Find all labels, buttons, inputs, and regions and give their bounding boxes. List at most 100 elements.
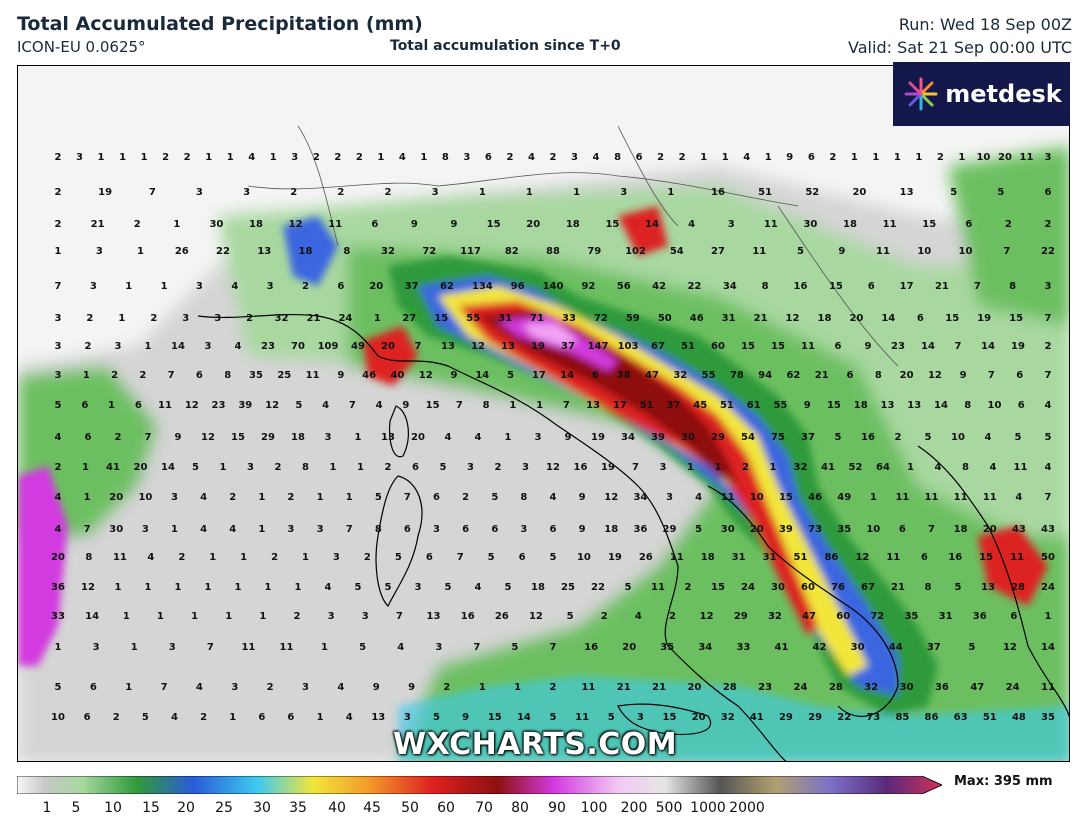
precip-value-label: 55 (466, 313, 480, 324)
precip-value-label: 7 (473, 642, 480, 653)
scale-tick-label: 90 (548, 800, 566, 816)
precip-value-label: 30 (900, 682, 914, 693)
precip-value-label: 1 (479, 187, 486, 198)
precip-value-label: 2 (334, 152, 341, 163)
precip-value-label: 22 (687, 281, 701, 292)
precip-value-label: 2 (134, 219, 141, 230)
precip-value-label: 8 (925, 582, 932, 593)
precip-value-label: 3 (325, 432, 332, 443)
precip-value-label: 49 (837, 492, 851, 503)
precip-value-label: 2 (679, 152, 686, 163)
precip-value-label: 14 (1041, 642, 1055, 653)
precip-value-label: 1 (851, 152, 858, 163)
precip-value-label: 31 (763, 552, 777, 563)
precip-value-label: 29 (711, 432, 725, 443)
precip-value-label: 29 (734, 611, 748, 622)
precip-value-label: 18 (954, 524, 968, 535)
precip-value-label: 5 (968, 642, 975, 653)
precip-value-label: 51 (983, 712, 997, 723)
precip-value-label: 3 (432, 187, 439, 198)
precip-value-label: 13 (881, 400, 895, 411)
precip-value-label: 10 (866, 524, 880, 535)
precip-value-label: 1 (123, 611, 130, 622)
precip-value-label: 20 (51, 552, 65, 563)
precip-value-label: 19 (977, 313, 991, 324)
precip-value-label: 44 (889, 642, 903, 653)
precip-value-label: 13 (501, 341, 515, 352)
precip-value-label: 33 (562, 313, 576, 324)
precip-value-label: 5 (55, 400, 62, 411)
precip-value-label: 5 (608, 712, 615, 723)
precip-value-label: 2 (601, 611, 608, 622)
precip-value-label: 2 (162, 152, 169, 163)
precip-value-label: 3 (55, 341, 62, 352)
precip-value-label: 14 (171, 341, 185, 352)
precip-value-label: 12 (604, 492, 618, 503)
precip-value-label: 7 (1045, 313, 1052, 324)
precip-value-label: 9 (462, 712, 469, 723)
precip-value-label: 8 (302, 462, 309, 473)
run-time: Run: Wed 18 Sep 00Z (898, 15, 1072, 34)
precip-value-label: 20 (852, 187, 866, 198)
precip-value-label: 1 (205, 152, 212, 163)
precip-value-label: 23 (891, 341, 905, 352)
scale-tick-label: 10 (104, 800, 122, 816)
precip-value-label: 15 (434, 313, 448, 324)
precip-value-label: 2 (685, 582, 692, 593)
precip-value-label: 37 (801, 432, 815, 443)
precip-value-label: 4 (935, 462, 942, 473)
scale-tick-label: 40 (328, 800, 346, 816)
precip-value-label: 7 (145, 432, 152, 443)
precip-value-label: 11 (801, 341, 815, 352)
precip-value-label: 37 (561, 341, 575, 352)
precip-value-label: 14 (560, 370, 574, 381)
precip-value-label: 1 (536, 400, 543, 411)
precip-value-label: 1 (55, 642, 62, 653)
precip-value-label: 4 (235, 341, 242, 352)
precip-value-label: 2 (356, 152, 363, 163)
precip-value-label: 4 (325, 582, 332, 593)
precip-value-label: 12 (529, 611, 543, 622)
precip-value-label: 7 (84, 524, 91, 535)
precip-value-label: 35 (837, 524, 851, 535)
precip-value-label: 5 (625, 582, 632, 593)
precip-value-label: 17 (900, 281, 914, 292)
precip-value-label: 4 (55, 432, 62, 443)
precip-value-label: 15 (779, 492, 793, 503)
precip-value-label: 8 (962, 462, 969, 473)
precip-value-label: 41 (106, 462, 120, 473)
precip-value-label: 54 (670, 246, 684, 257)
precip-value-label: 3 (620, 187, 627, 198)
precip-value-label: 7 (988, 370, 995, 381)
precip-value-label: 3 (302, 682, 309, 693)
precip-value-label: 2 (337, 187, 344, 198)
precip-value-label: 20 (109, 492, 123, 503)
precip-value-label: 1 (55, 246, 62, 257)
precip-value-label: 4 (985, 432, 992, 443)
precip-value-label: 11 (306, 370, 320, 381)
precip-value-label: 20 (687, 682, 701, 693)
precip-value-label: 2 (742, 462, 749, 473)
precip-value-label: 12 (546, 462, 560, 473)
precip-value-label: 6 (337, 281, 344, 292)
precip-value-label: 7 (415, 341, 422, 352)
precip-value-label: 3 (243, 187, 250, 198)
precip-value-label: 6 (847, 370, 854, 381)
precip-value-label: 2 (55, 462, 62, 473)
precip-value-label: 2 (246, 313, 253, 324)
precip-value-label: 10 (951, 432, 965, 443)
precip-value-label: 14 (85, 611, 99, 622)
precip-value-label: 1 (108, 400, 115, 411)
precip-value-label: 1 (125, 281, 132, 292)
precip-value-label: 3 (182, 313, 189, 324)
precip-value-label: 14 (881, 313, 895, 324)
precip-value-label: 13 (257, 246, 271, 257)
precip-value-label: 10 (51, 712, 65, 723)
precip-value-label: 12 (855, 552, 869, 563)
precip-value-label: 1 (265, 582, 272, 593)
precip-value-label: 1 (115, 582, 122, 593)
precip-value-label: 3 (205, 341, 212, 352)
precip-value-label: 7 (404, 492, 411, 503)
precip-value-label: 5 (355, 582, 362, 593)
